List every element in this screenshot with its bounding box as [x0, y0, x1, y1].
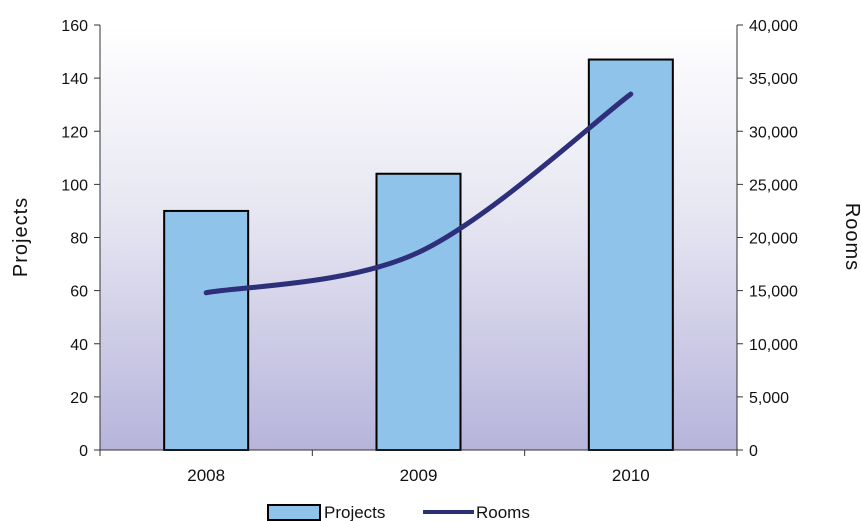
legend: Projects Rooms	[267, 503, 530, 521]
right-tick-label: 10,000	[749, 337, 798, 354]
left-tick-label: 120	[61, 124, 88, 141]
y-right-axis-title: Rooms	[841, 203, 862, 271]
x-tick-label: 2008	[187, 466, 225, 485]
y-left-axis-title: Projects	[10, 197, 32, 277]
bar-projects-2010	[587, 58, 674, 451]
legend-label-rooms: Rooms	[476, 503, 530, 521]
bar-projects-2008	[163, 209, 250, 451]
right-tick-label: 0	[749, 443, 758, 460]
left-tick-label: 0	[79, 443, 88, 460]
legend-swatch-projects	[267, 504, 321, 521]
left-tick-label: 160	[61, 18, 88, 35]
right-tick-label: 25,000	[749, 177, 798, 194]
left-tick-label: 80	[70, 231, 88, 248]
x-tick-label: 2010	[612, 466, 650, 485]
legend-label-projects: Projects	[324, 503, 385, 521]
line-group	[203, 91, 634, 296]
right-tick-label: 5,000	[749, 390, 789, 407]
left-tick-label: 100	[61, 177, 88, 194]
right-axis-ticks: 0 5,000 10,000 15,000 20,000 25,000 30,000 35,0…	[737, 18, 798, 460]
line-rooms	[203, 91, 634, 296]
left-tick-label: 20	[70, 390, 88, 407]
right-tick-label: 40,000	[749, 18, 798, 35]
left-tick-label: 60	[70, 284, 88, 301]
bars-group	[163, 58, 674, 451]
x-axis-ticks: 2008 2009 2010	[99, 450, 738, 485]
left-tick-label: 40	[70, 337, 88, 354]
right-tick-label: 35,000	[749, 71, 798, 88]
right-tick-label: 20,000	[749, 231, 798, 248]
left-axis-ticks: 0 20 40 60 80 100 120 140 160	[61, 18, 100, 460]
x-tick-label: 2009	[400, 466, 438, 485]
bar-projects-2009	[375, 172, 462, 451]
right-tick-label: 30,000	[749, 124, 798, 141]
right-tick-label: 15,000	[749, 284, 798, 301]
left-tick-label: 140	[61, 71, 88, 88]
